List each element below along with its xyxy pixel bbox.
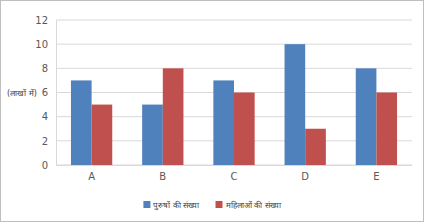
x-tick: D bbox=[301, 165, 309, 182]
x-tick-label: E bbox=[373, 171, 379, 182]
grid-line bbox=[56, 44, 412, 45]
legend-item: पुरुषों की संख्या bbox=[143, 200, 200, 211]
bar bbox=[163, 68, 184, 165]
y-tick-label: 0 bbox=[42, 160, 48, 171]
y-axis-line bbox=[56, 21, 57, 166]
bar bbox=[92, 105, 113, 165]
bar bbox=[356, 68, 377, 165]
y-tick-label: 2 bbox=[42, 136, 48, 147]
bar bbox=[213, 80, 234, 165]
y-tick: 2 bbox=[42, 136, 56, 147]
chart-border bbox=[1, 1, 424, 222]
x-tick: B bbox=[159, 165, 166, 182]
bar bbox=[71, 80, 92, 165]
y-axis-title: (लाखों में) bbox=[7, 88, 37, 98]
y-tick: 6 bbox=[42, 87, 56, 98]
x-tick-label: B bbox=[159, 171, 166, 182]
bar bbox=[234, 93, 255, 166]
y-tick: 4 bbox=[42, 111, 56, 122]
x-tick: A bbox=[88, 165, 95, 182]
x-tick: C bbox=[231, 165, 238, 182]
bar bbox=[142, 105, 163, 165]
bar bbox=[376, 93, 397, 166]
x-tick-label: D bbox=[301, 171, 309, 182]
legend-label: महिलाओं की संख्या bbox=[226, 200, 282, 210]
y-tick-label: 12 bbox=[35, 15, 48, 26]
y-tick-label: 8 bbox=[42, 63, 48, 74]
legend-label: पुरुषों की संख्या bbox=[153, 200, 200, 211]
y-tick-label: 10 bbox=[35, 39, 48, 50]
x-tick-label: C bbox=[231, 171, 238, 182]
y-tick: 10 bbox=[35, 39, 56, 50]
bar bbox=[305, 129, 326, 165]
y-axis: 0 2 4 6 8 10 12 bbox=[35, 15, 56, 171]
x-axis: A B C D E bbox=[57, 165, 413, 182]
x-tick-label: A bbox=[88, 171, 95, 182]
bar-series bbox=[92, 68, 397, 165]
legend-swatch bbox=[216, 201, 223, 208]
plot-area: 0 2 4 6 8 10 12 A B C D E bbox=[35, 15, 412, 182]
y-tick: 8 bbox=[42, 63, 56, 74]
bar-series bbox=[71, 44, 376, 165]
legend-item: महिलाओं की संख्या bbox=[216, 200, 282, 210]
y-tick: 0 bbox=[42, 160, 56, 171]
y-tick-label: 6 bbox=[42, 87, 48, 98]
chart: 0 2 4 6 8 10 12 A B C D E (लाखों में) पुरुषों की संख्… bbox=[0, 0, 424, 222]
y-tick: 12 bbox=[35, 15, 56, 26]
grid bbox=[56, 20, 412, 165]
y-tick-label: 4 bbox=[42, 111, 48, 122]
legend: पुरुषों की संख्या महिलाओं की संख्या bbox=[143, 200, 281, 211]
bars bbox=[71, 44, 397, 165]
grid-line bbox=[56, 20, 412, 21]
bar bbox=[285, 44, 306, 165]
x-axis-line bbox=[57, 165, 413, 166]
legend-swatch bbox=[143, 201, 150, 208]
x-tick: E bbox=[373, 165, 379, 182]
